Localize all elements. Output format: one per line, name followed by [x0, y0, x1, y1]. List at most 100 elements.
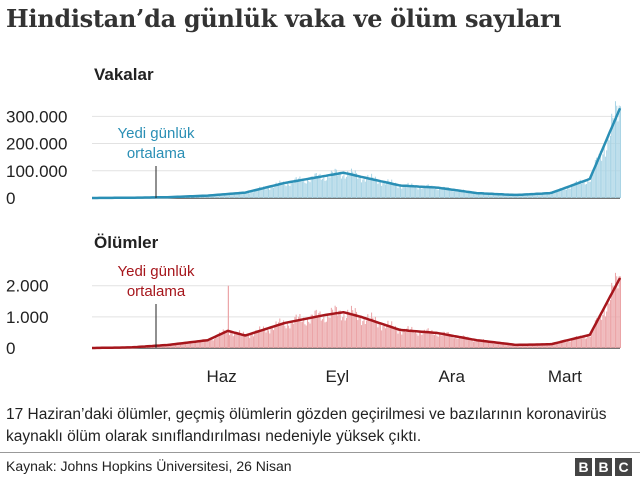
cases-panel-title: Vakalar: [94, 65, 154, 84]
deaths-daily-bar: [343, 312, 345, 348]
cases-daily-bar: [471, 192, 473, 198]
cases-daily-bar: [464, 190, 466, 198]
cases-daily-bar: [394, 182, 396, 198]
deaths-daily-bar: [269, 333, 271, 348]
cases-daily-bar: [208, 195, 210, 198]
cases-daily-bar: [597, 162, 599, 198]
deaths-daily-bar: [474, 341, 476, 348]
deaths-daily-bar: [449, 335, 451, 348]
deaths-daily-bar: [301, 321, 303, 348]
cases-daily-bar: [312, 176, 314, 198]
deaths-daily-bar: [293, 323, 295, 348]
cases-annotation-line2: ortalama: [127, 145, 186, 162]
cases-daily-bar: [408, 185, 410, 198]
deaths-daily-bar: [435, 332, 437, 348]
deaths-daily-bar: [408, 330, 410, 348]
deaths-daily-bar: [181, 343, 183, 348]
deaths-daily-bar: [511, 344, 513, 348]
deaths-daily-bar: [538, 344, 540, 348]
deaths-daily-bar: [350, 305, 352, 348]
cases-daily-bar: [518, 194, 520, 198]
deaths-daily-bar: [570, 338, 572, 348]
cases-daily-bar: [237, 193, 239, 198]
deaths-daily-bar: [558, 341, 560, 348]
cases-daily-bar: [337, 175, 339, 198]
cases-daily-bar: [456, 191, 458, 198]
cases-daily-bar: [246, 191, 248, 198]
cases-daily-bar: [553, 192, 555, 198]
cases-daily-bar: [542, 193, 544, 198]
cases-daily-bar: [550, 193, 552, 198]
cases-daily-bar: [459, 189, 461, 198]
cases-daily-bar: [617, 121, 619, 198]
cases-daily-bar: [588, 181, 590, 198]
cases-daily-bar: [278, 182, 280, 198]
cases-daily-bar: [432, 188, 434, 198]
cases-daily-bar: [259, 186, 261, 198]
deaths-daily-bar: [159, 345, 161, 348]
deaths-daily-bar: [274, 324, 276, 348]
cases-daily-bar: [382, 182, 384, 198]
cases-daily-bar: [353, 174, 355, 198]
deaths-daily-bar: [359, 316, 361, 348]
deaths-daily-bar: [363, 317, 365, 348]
deaths-daily-bar: [224, 330, 226, 348]
cases-daily-bar: [548, 193, 550, 198]
cases-daily-bar: [352, 171, 354, 198]
cases-daily-bar: [558, 189, 560, 198]
cases-daily-bar: [591, 172, 593, 198]
cases-daily-bar: [564, 189, 566, 198]
cases-daily-bar: [288, 184, 290, 198]
cases-daily-bar: [398, 185, 400, 198]
cases-daily-bar: [256, 190, 258, 198]
cases-daily-bar: [482, 192, 484, 198]
cases-daily-bar: [356, 173, 358, 198]
cases-daily-bar: [486, 192, 488, 198]
deaths-daily-bar: [451, 334, 453, 348]
deaths-daily-bar: [361, 325, 363, 348]
cases-daily-bar: [442, 186, 444, 198]
cases-daily-bar: [348, 174, 350, 198]
deaths-daily-bar: [537, 344, 539, 348]
deaths-daily-bar: [164, 345, 166, 348]
cases-daily-bar: [461, 191, 463, 198]
deaths-daily-bar: [386, 324, 388, 348]
deaths-daily-bar: [484, 340, 486, 348]
deaths-daily-bar: [588, 336, 590, 348]
cases-daily-bar: [401, 188, 403, 198]
deaths-daily-bar: [574, 336, 576, 348]
deaths-daily-bar: [410, 329, 412, 348]
cases-daily-bar: [526, 194, 528, 198]
cases-daily-bar: [407, 182, 409, 198]
cases-daily-bar: [450, 189, 452, 198]
cases-daily-bar: [249, 193, 251, 198]
cases-daily-bar: [363, 177, 365, 198]
deaths-daily-bar: [334, 305, 336, 348]
chart-title: Hindistan’da günlük vaka ve ölüm sayılar…: [6, 4, 562, 33]
deaths-daily-bar: [315, 309, 317, 348]
cases-daily-bar: [266, 187, 268, 198]
deaths-daily-bar: [456, 338, 458, 348]
cases-daily-bar: [567, 187, 569, 198]
cases-daily-bar: [310, 176, 312, 198]
deaths-daily-bar: [226, 329, 228, 348]
deaths-daily-bar: [467, 337, 469, 348]
deaths-daily-bar: [157, 346, 159, 348]
cases-daily-bar: [469, 192, 471, 198]
cases-daily-bar: [377, 183, 379, 198]
deaths-y-tick-label: 0: [6, 339, 15, 358]
deaths-daily-bar: [220, 333, 222, 348]
cases-daily-bar: [510, 194, 512, 198]
cases-daily-bar: [466, 190, 468, 198]
deaths-daily-bar: [362, 321, 364, 348]
cases-daily-bar: [330, 170, 332, 198]
deaths-daily-bar: [339, 310, 341, 348]
deaths-daily-bar: [423, 329, 425, 348]
cases-daily-bar: [521, 194, 523, 198]
cases-daily-bar: [488, 193, 490, 198]
cases-daily-bar: [373, 179, 375, 198]
cases-daily-bar: [242, 191, 244, 198]
cases-daily-bar: [481, 193, 483, 198]
deaths-daily-bar: [577, 337, 579, 348]
bbc-logo: B B C: [575, 458, 632, 476]
